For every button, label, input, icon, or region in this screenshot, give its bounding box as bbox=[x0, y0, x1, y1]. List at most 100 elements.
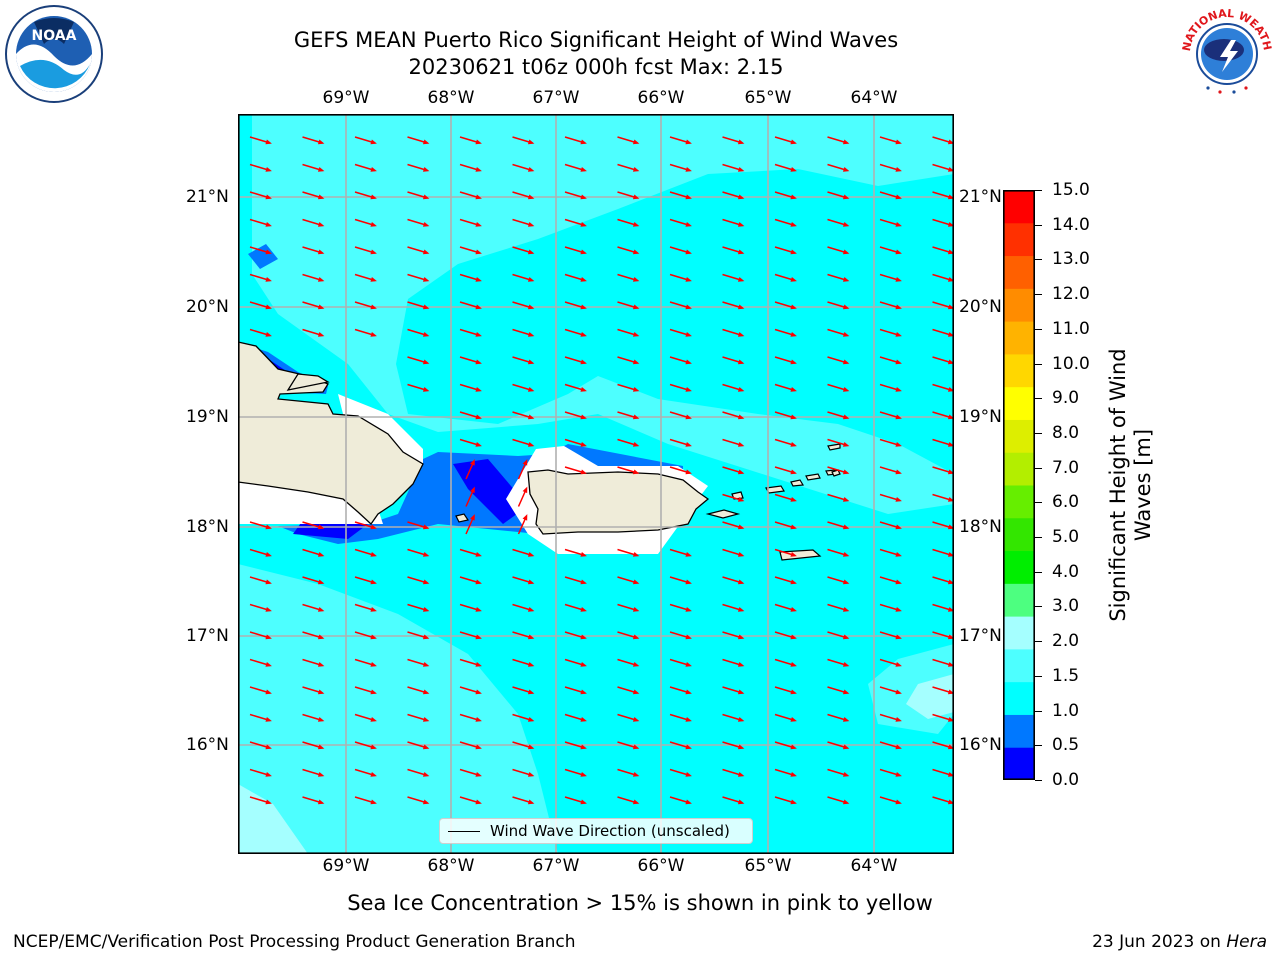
wave-direction-arrow bbox=[249, 741, 272, 750]
wave-direction-arrow bbox=[774, 136, 797, 145]
wave-direction-arrow bbox=[617, 631, 640, 640]
wave-direction-arrow bbox=[459, 136, 482, 145]
wave-direction-arrow bbox=[302, 163, 325, 172]
lat-label: 17°N bbox=[186, 626, 229, 646]
wave-direction-arrow bbox=[512, 713, 535, 722]
wave-direction-arrow bbox=[774, 686, 797, 695]
wave-field-0.5-1m-nw bbox=[248, 244, 278, 269]
wave-direction-arrow bbox=[774, 191, 797, 200]
wave-direction-arrow bbox=[459, 356, 482, 365]
wave-direction-arrow bbox=[774, 328, 797, 337]
wave-direction-arrow bbox=[879, 576, 902, 585]
wave-direction-arrow bbox=[879, 273, 902, 282]
wave-direction-arrow bbox=[617, 191, 640, 200]
wave-direction-arrow bbox=[249, 576, 272, 585]
colorbar-tick-mark bbox=[1035, 224, 1042, 226]
wave-direction-arrow bbox=[827, 411, 850, 420]
island-st-croix bbox=[779, 549, 822, 561]
wave-direction-arrow bbox=[617, 576, 640, 585]
wave-direction-arrow bbox=[879, 191, 902, 200]
island-vieques bbox=[705, 509, 741, 519]
lat-label: 20°N bbox=[186, 297, 229, 317]
wave-direction-arrow bbox=[669, 576, 692, 585]
wave-direction-arrow bbox=[517, 459, 528, 480]
wave-direction-arrow bbox=[669, 356, 692, 365]
wave-direction-arrow bbox=[407, 136, 430, 145]
wave-direction-arrow bbox=[354, 328, 377, 337]
wave-direction-arrow bbox=[879, 548, 902, 557]
wave-direction-arrow bbox=[302, 658, 325, 667]
wave-direction-arrow bbox=[407, 218, 430, 227]
wave-direction-arrow bbox=[564, 383, 587, 392]
colorbar-tick-label: 5.0 bbox=[1052, 527, 1080, 548]
lat-label: 16°N bbox=[959, 735, 1002, 755]
wave-direction-arrow bbox=[459, 218, 482, 227]
wave-direction-arrow bbox=[617, 383, 640, 392]
colorbar-tick-label: 12.0 bbox=[1052, 284, 1090, 305]
wave-direction-arrow bbox=[669, 741, 692, 750]
wave-direction-arrow bbox=[722, 548, 745, 557]
wave-direction-arrow bbox=[512, 796, 535, 805]
colorbar-tick-label: 6.0 bbox=[1052, 492, 1080, 513]
wave-direction-arrow bbox=[879, 768, 902, 777]
island-anegada bbox=[827, 443, 841, 451]
colorbar-tick-mark bbox=[1035, 432, 1042, 434]
wave-direction-arrow bbox=[669, 218, 692, 227]
lon-label: 64°W bbox=[850, 856, 898, 876]
wave-direction-arrow bbox=[879, 163, 902, 172]
colorbar-segment bbox=[1003, 419, 1035, 453]
wave-direction-arrow bbox=[879, 218, 902, 227]
wave-direction-arrow bbox=[774, 356, 797, 365]
wave-direction-arrow bbox=[249, 191, 272, 200]
wave-direction-arrow bbox=[774, 713, 797, 722]
colorbar-tick-label: 9.0 bbox=[1052, 388, 1080, 409]
wave-direction-arrow bbox=[722, 411, 745, 420]
wave-direction-arrow bbox=[459, 548, 482, 557]
wave-direction-arrow bbox=[249, 631, 272, 640]
wave-direction-arrow bbox=[465, 514, 475, 535]
colorbar-segment bbox=[1003, 714, 1035, 748]
wave-direction-arrow bbox=[774, 411, 797, 420]
land-hispaniola-north-peninsula bbox=[286, 373, 330, 391]
colorbar-tick-mark bbox=[1035, 398, 1042, 400]
wave-direction-arrow bbox=[354, 658, 377, 667]
wave-direction-arrow bbox=[669, 631, 692, 640]
wave-direction-arrow bbox=[722, 466, 745, 475]
wave-direction-arrow bbox=[302, 603, 325, 612]
wave-direction-arrow bbox=[407, 796, 430, 805]
wave-direction-arrow bbox=[564, 713, 587, 722]
wave-direction-arrow bbox=[459, 411, 482, 420]
lat-label: 21°N bbox=[959, 187, 1002, 207]
colorbar-label: Significant Height of Wind Waves [m] bbox=[1106, 348, 1155, 622]
wave-direction-arrow bbox=[512, 218, 535, 227]
lon-label: 67°W bbox=[532, 88, 580, 108]
wave-direction-arrow bbox=[617, 713, 640, 722]
wave-direction-arrow bbox=[774, 768, 797, 777]
wave-direction-arrow bbox=[249, 658, 272, 667]
land-puerto-rico bbox=[527, 469, 710, 535]
wave-direction-arrow bbox=[617, 686, 640, 695]
wave-direction-arrow bbox=[407, 658, 430, 667]
wave-direction-arrow bbox=[669, 438, 692, 447]
wave-field-2-3m-east bbox=[906, 674, 954, 719]
wave-direction-arrow bbox=[879, 438, 902, 447]
wave-direction-arrow bbox=[722, 163, 745, 172]
wave-direction-arrow bbox=[722, 741, 745, 750]
colorbar-tick-label: 0.5 bbox=[1052, 735, 1080, 756]
wave-direction-arrow bbox=[249, 768, 272, 777]
wave-direction-arrow bbox=[617, 328, 640, 337]
island-tortola bbox=[805, 473, 821, 481]
land-hispaniola bbox=[238, 341, 424, 525]
wave-direction-arrow bbox=[459, 603, 482, 612]
colorbar-segment bbox=[1003, 288, 1035, 322]
wave-direction-arrow bbox=[827, 713, 850, 722]
wave-direction-arrow bbox=[249, 273, 272, 282]
wave-direction-arrow bbox=[354, 136, 377, 145]
wave-direction-arrow bbox=[722, 383, 745, 392]
wave-direction-arrow bbox=[827, 301, 850, 310]
colorbar-segment bbox=[1003, 222, 1035, 257]
wave-direction-arrow bbox=[564, 631, 587, 640]
wave-direction-arrow bbox=[722, 246, 745, 255]
wave-direction-arrow bbox=[512, 163, 535, 172]
wave-direction-arrow bbox=[617, 741, 640, 750]
